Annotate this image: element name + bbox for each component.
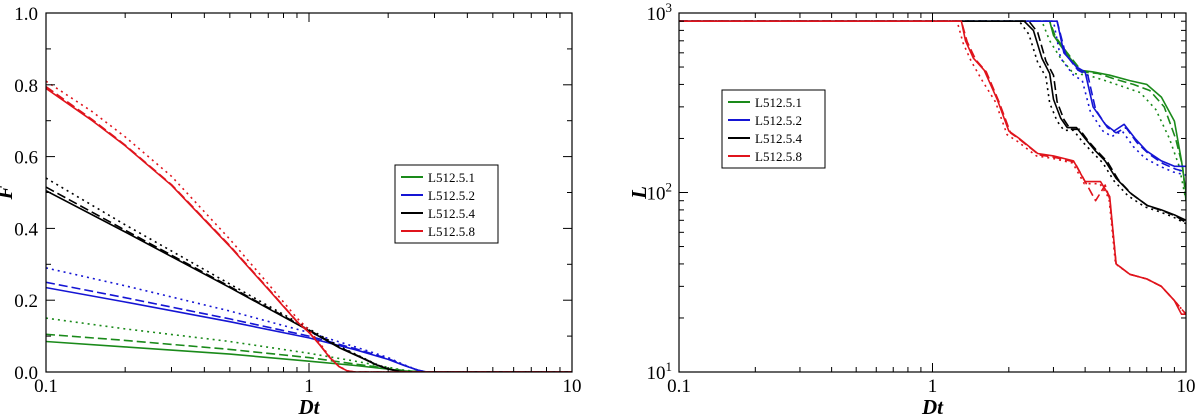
x-axis-title: Dt — [298, 395, 321, 419]
legend-entry-label: L512.5.1 — [755, 95, 802, 110]
y-tick-exponent: 3 — [666, 0, 673, 15]
x-tick-label: 10 — [1177, 376, 1196, 397]
series-line-L512-5-8-dotted — [46, 80, 572, 372]
legend-entry-label: L512.5.8 — [755, 149, 802, 164]
series-group — [46, 80, 572, 372]
legend-entry-label: L512.5.8 — [428, 224, 475, 239]
panel-right-l-vs-dt: 0.1 1 10101102103DtLL512.5.1L512.5.2L512.5… — [627, 0, 1196, 419]
y-tick-exponent: 1 — [666, 359, 673, 374]
y-tick-label: 0.6 — [14, 148, 38, 169]
y-tick-label: 103 — [647, 0, 673, 25]
x-tick-label: 10 — [563, 376, 582, 397]
x-tick-label: 0.1 — [34, 376, 58, 397]
panel-left-f-vs-dt: 0.11100.00.20.40.60.81.0DtFL512.5.1L512.… — [0, 4, 582, 419]
y-tick-label: 0.8 — [14, 76, 38, 97]
series-line-L512-5-2-dashed — [46, 281, 572, 372]
y-tick-exponent: 2 — [666, 180, 673, 195]
plot-frame — [678, 12, 1187, 373]
series-line-L512-5-2-solid — [679, 20, 1186, 168]
x-axis-title: Dt — [921, 395, 944, 419]
y-tick-label: 1.0 — [14, 4, 38, 25]
x-tick-label: 0.1 — [667, 376, 691, 397]
x-tick-label: 1 — [928, 376, 938, 397]
series-line-L512-5-4-dashed — [679, 20, 1186, 224]
series-line-L512-5-8-dashed — [46, 85, 572, 372]
series-line-L512-5-2-dotted — [46, 267, 572, 372]
y-tick-label: 0.0 — [14, 363, 38, 384]
x-tick-label: 1 — [304, 376, 314, 397]
y-tick-label: 0.4 — [14, 219, 38, 240]
series-group — [679, 20, 1186, 316]
series-line-L512-5-8-dotted — [679, 20, 1186, 315]
series-line-L512-5-1-solid — [679, 20, 1186, 193]
series-line-L512-5-4-dashed — [46, 186, 572, 372]
y-tick-label: 0.2 — [14, 291, 38, 312]
legend-entry-label: L512.5.4 — [428, 206, 475, 221]
y-tick-label: 101 — [647, 359, 673, 384]
series-line-L512-5-2-dotted — [679, 20, 1186, 176]
series-line-L512-5-4-solid — [679, 20, 1186, 222]
legend-entry-label: L512.5.1 — [428, 170, 475, 185]
y-tick-label: 102 — [647, 180, 673, 205]
series-line-L512-5-8-dashed — [679, 20, 1186, 315]
legend-entry-label: L512.5.4 — [755, 131, 802, 146]
legend: L512.5.1 L512.5.2 L512.5.4 L512.5.8 — [394, 164, 499, 244]
legend-entry-label: L512.5.2 — [428, 188, 475, 203]
y-axis-title: F — [0, 185, 17, 200]
y-axis-title: L — [627, 186, 651, 200]
series-line-L512-5-1-dotted — [679, 20, 1186, 201]
legend: L512.5.1 L512.5.2 L512.5.4 L512.5.8 — [721, 89, 826, 169]
legend-entry-label: L512.5.2 — [755, 113, 802, 128]
